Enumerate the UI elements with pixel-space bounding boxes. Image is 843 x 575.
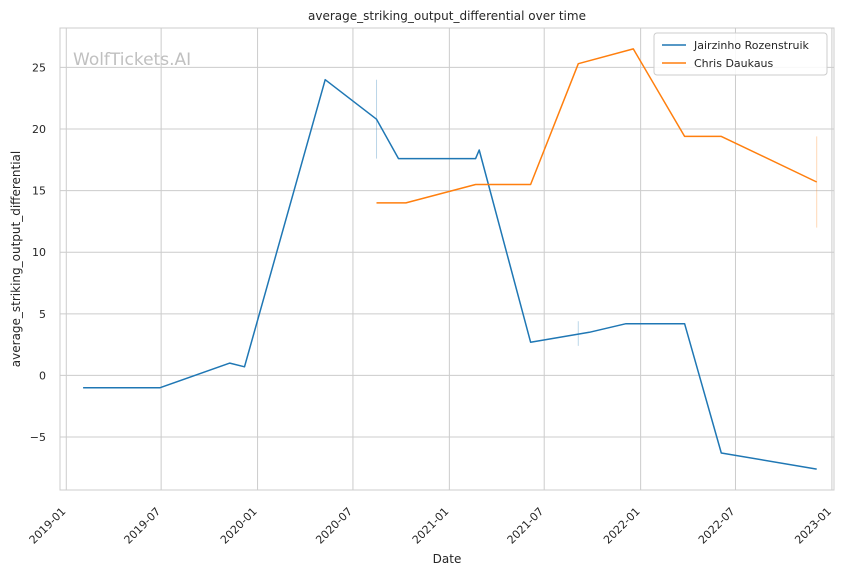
x-tick-label: 2019-01 xyxy=(27,505,69,547)
y-tick-label: 5 xyxy=(39,308,46,321)
x-tick-labels: 2019-01 2019-07 2020-01 2020-07 2021-01 2021-… xyxy=(27,505,834,547)
legend-box xyxy=(653,32,828,76)
x-axis-label: Date xyxy=(433,552,462,566)
x-tick-label: 2019-07 xyxy=(122,505,164,547)
series-line-1 xyxy=(376,48,818,204)
legend-label-daukaus: Chris Daukaus xyxy=(694,57,774,70)
y-tick-label: −5 xyxy=(30,431,46,444)
y-tick-label: 0 xyxy=(39,369,46,382)
watermark: WolfTickets.AI xyxy=(73,50,191,70)
legend: Jairzinho Rozenstruik Chris Daukaus xyxy=(653,32,828,76)
x-tick-label: 2022-07 xyxy=(696,505,738,547)
x-tick-label: 2022-01 xyxy=(601,505,643,547)
y-tick-label: 10 xyxy=(32,246,46,259)
series-line-0 xyxy=(83,78,817,470)
y-axis-label: average_striking_output_differential xyxy=(9,151,23,367)
plot-area xyxy=(59,27,835,491)
y-tick-label: 15 xyxy=(32,185,46,198)
chart-title: average_striking_output_differential ove… xyxy=(308,9,586,23)
y-tick-label: 20 xyxy=(32,123,46,136)
x-tick-label: 2020-07 xyxy=(313,505,355,547)
x-tick-label: 2021-01 xyxy=(410,505,452,547)
legend-label-jairzinho: Jairzinho Rozenstruik xyxy=(693,39,810,52)
y-tick-label: 25 xyxy=(32,61,46,74)
x-tick-label: 2023-01 xyxy=(792,505,834,547)
series-lines xyxy=(83,48,818,470)
x-tick-label: 2020-01 xyxy=(218,505,260,547)
grid xyxy=(60,28,834,490)
y-tick-labels: −5 0 5 10 15 20 25 xyxy=(30,61,46,444)
x-tick-label: 2021-07 xyxy=(505,505,547,547)
